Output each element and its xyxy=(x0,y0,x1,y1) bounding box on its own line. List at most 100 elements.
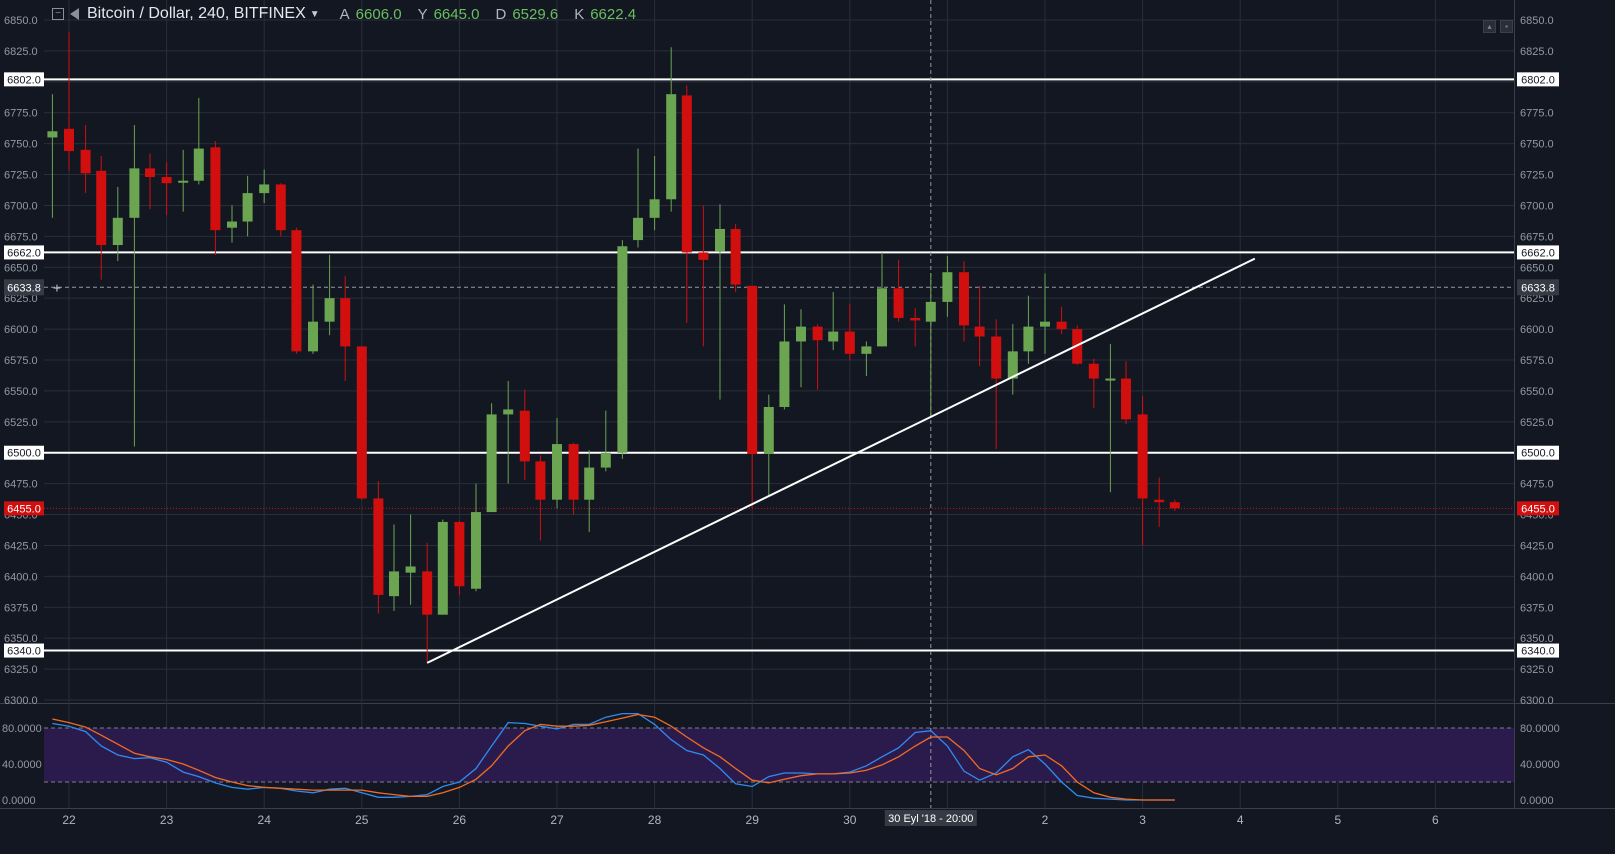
price-tick-label-left: 6850.0 xyxy=(4,15,38,27)
candle-down xyxy=(974,326,985,337)
candle-up xyxy=(129,168,140,218)
level-label-left: 6802.0 xyxy=(7,74,41,86)
price-tick-label-left: 6350.0 xyxy=(4,633,38,645)
candle-down xyxy=(1169,502,1180,509)
level-tag-left xyxy=(4,72,44,87)
price-tick-label: 6400.0 xyxy=(1520,571,1554,583)
stoch-band xyxy=(44,728,1514,782)
candle-up xyxy=(1023,326,1034,352)
level-label-right: 6802.0 xyxy=(1521,74,1555,86)
time-tick-label: 22 xyxy=(62,813,76,827)
candle-up xyxy=(925,301,936,322)
candle-up xyxy=(389,571,400,597)
time-tick-label: 5 xyxy=(1334,813,1341,827)
candle-down xyxy=(422,571,433,615)
candle-down xyxy=(145,168,156,178)
candle-down xyxy=(1056,321,1067,330)
crosshair-time-tag xyxy=(884,810,977,826)
candle-down xyxy=(96,170,107,246)
price-tick-label-left: 6400.0 xyxy=(4,571,38,583)
pane-up-icon[interactable]: ▴ xyxy=(1483,20,1496,33)
price-tick-label-left: 6600.0 xyxy=(4,324,38,336)
price-tick-label: 6850.0 xyxy=(1520,15,1554,27)
last-price-label-left: 6455.0 xyxy=(7,503,41,515)
crosshair-price-tag-right xyxy=(1517,279,1559,296)
time-tick-label: 29 xyxy=(746,813,760,827)
time-tick-label: 26 xyxy=(453,813,467,827)
symbol-title[interactable]: Bitcoin / Dollar, 240, BITFINEX xyxy=(87,5,306,22)
crosshair-time-label: 30 Eyl '18 - 20:00 xyxy=(888,813,973,825)
price-tick-label: 6475.0 xyxy=(1520,479,1554,491)
candle-down xyxy=(80,149,91,174)
price-tick-label: 6600.0 xyxy=(1520,324,1554,336)
level-label-right: 6340.0 xyxy=(1521,646,1555,658)
price-tick-label-left: 6725.0 xyxy=(4,170,38,182)
price-tick-label: 6550.0 xyxy=(1520,386,1554,398)
candle-down xyxy=(519,410,530,462)
candle-up xyxy=(600,452,611,468)
candle-down xyxy=(730,228,741,285)
symbol-dropdown-icon[interactable]: ▼ xyxy=(309,8,320,20)
level-tag-right xyxy=(1517,643,1559,658)
candle-up xyxy=(324,298,335,322)
low-key: D xyxy=(495,5,507,23)
price-tick-label: 6575.0 xyxy=(1520,355,1554,367)
price-tick-label-left: 6650.0 xyxy=(4,262,38,274)
collapse-toggle-icon[interactable]: − xyxy=(52,8,64,20)
price-tick-label-left: 6700.0 xyxy=(4,200,38,212)
stoch-tick-label: 0.0000 xyxy=(1520,795,1554,807)
candle-up xyxy=(877,288,888,347)
stoch-tick-label: 40.0000 xyxy=(1520,759,1560,771)
candle-up xyxy=(242,193,253,222)
candle-up xyxy=(666,94,677,200)
price-tick-label: 6300.0 xyxy=(1520,695,1554,707)
candle-up xyxy=(112,217,123,246)
candle-up xyxy=(437,521,448,615)
candle-down xyxy=(1137,414,1148,499)
candle-up xyxy=(1040,321,1050,327)
candle-down xyxy=(356,346,367,499)
level-tag-right xyxy=(1517,72,1559,87)
stoch-tick-label-left: 0.0000 xyxy=(2,795,36,807)
stoch-d-line xyxy=(52,713,1175,801)
crosshair-price-tag-left xyxy=(4,279,44,296)
price-tick-label-left: 6425.0 xyxy=(4,540,38,552)
candle-down xyxy=(291,230,302,352)
stoch-k-line xyxy=(52,712,1175,801)
level-tag-left xyxy=(4,643,44,658)
candle-up xyxy=(942,272,953,302)
candle-down xyxy=(681,95,692,253)
flag-icon[interactable] xyxy=(70,8,81,20)
candle-up xyxy=(552,444,562,500)
candle-up xyxy=(714,228,725,252)
open-value: 6606.0 xyxy=(355,5,402,23)
stoch-tick-label-left: 80.0000 xyxy=(2,723,42,735)
candle-up xyxy=(193,148,204,181)
high-value: 6645.0 xyxy=(433,5,480,23)
level-label-left: 6500.0 xyxy=(7,448,41,460)
price-tick-label: 6750.0 xyxy=(1520,139,1554,151)
price-tick-label: 6650.0 xyxy=(1520,262,1554,274)
pane-buttons: ▴ ▪ xyxy=(1483,20,1513,33)
price-tick-label-left: 6525.0 xyxy=(4,417,38,429)
time-tick-label: 27 xyxy=(550,813,564,827)
candle-down xyxy=(910,317,921,321)
high-key: Y xyxy=(417,5,428,23)
level-label-left: 6340.0 xyxy=(7,646,41,658)
candle-up xyxy=(584,467,595,500)
pane-close-icon[interactable]: ▪ xyxy=(1500,20,1513,33)
candle-down xyxy=(844,331,855,354)
price-tick-label-left: 6625.0 xyxy=(4,293,38,305)
time-tick-label: 25 xyxy=(355,813,369,827)
candle-up xyxy=(828,331,839,342)
level-tag-right xyxy=(1517,445,1559,460)
candle-up xyxy=(486,414,497,513)
crosshair-price-label-right: 6633.8 xyxy=(1521,282,1555,294)
price-tick-label: 6825.0 xyxy=(1520,46,1554,58)
candle-up xyxy=(649,199,660,218)
candle-up xyxy=(633,217,644,241)
candle-up xyxy=(405,566,416,573)
candle-down xyxy=(161,177,172,184)
candle-down xyxy=(340,298,351,347)
